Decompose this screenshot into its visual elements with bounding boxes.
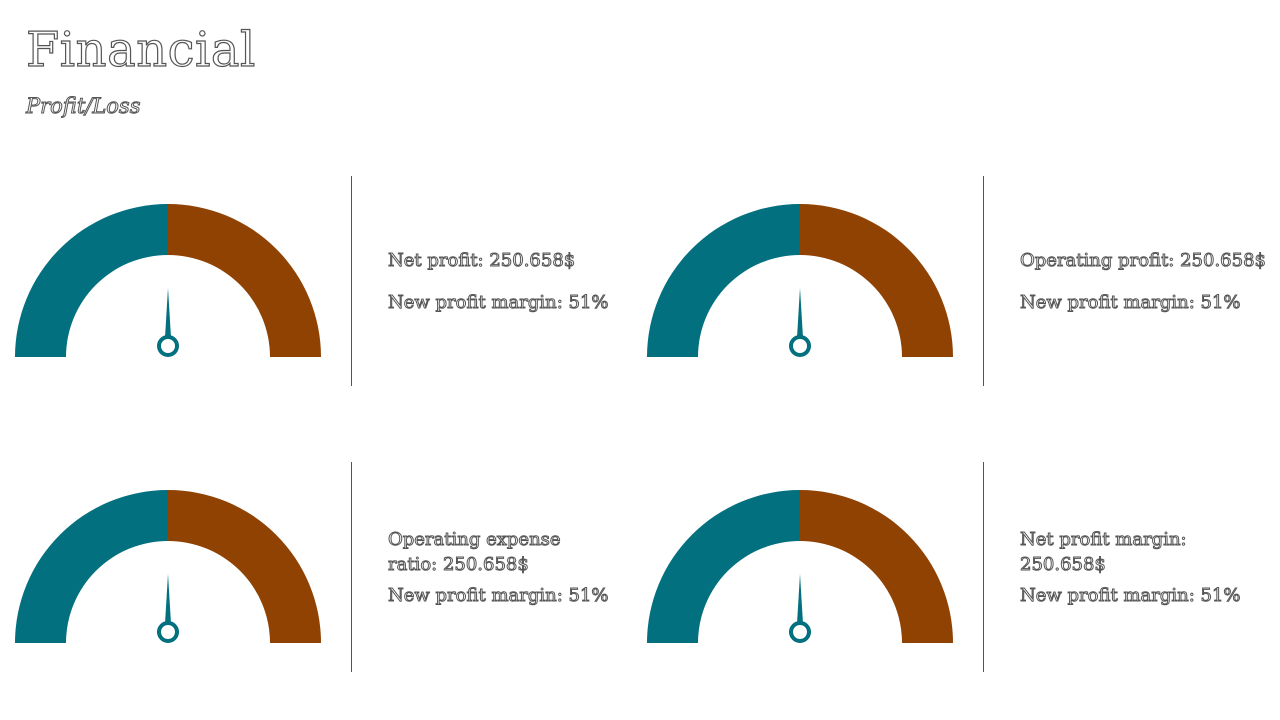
gauge-card-net-profit: Net profit: 250.658$ New profit margin: … [14,176,644,388]
gauge-needle [164,574,172,632]
gauge-segment-teal [15,204,168,357]
gauge-card-net-profit-margin: Net profit margin: 250.658$ New profit m… [646,462,1276,674]
gauge-chart [647,204,953,357]
gauge-needle [796,574,804,632]
divider [351,462,352,672]
margin-label: New profit margin: 51% [388,585,610,607]
metric-label: Operating expense ratio: 250.658$ [388,529,562,576]
gauge-segment-teal [15,490,168,643]
divider [983,462,984,672]
gauge-segment-brown [800,204,953,357]
margin-label: New profit margin: 51% [388,292,610,314]
gauge-segment-teal [647,490,800,643]
metric-label: Net profit margin: 250.658$ [1020,529,1188,576]
card-text: Net profit margin: 250.658$ New profit m… [1020,527,1242,608]
metric-label: Operating profit: 250.658$ [1020,250,1267,272]
card-text: Net profit: 250.658$ New profit margin: … [388,248,638,315]
gauge-needle-hub [789,621,811,643]
gauge-needle [796,288,804,346]
gauge-segment-teal [647,204,800,357]
card-text: Operating profit: 250.658$ New profit ma… [1020,248,1270,315]
metric-label: Net profit: 250.658$ [388,250,576,272]
gauge-needle-hub [789,335,811,357]
gauge-needle-hub [157,621,179,643]
margin-label: New profit margin: 51% [1020,292,1242,314]
gauge-segment-brown [800,490,953,643]
gauge-chart [15,490,321,643]
page-subtitle: Profit/Loss [25,94,141,119]
gauge-segment-brown [168,204,321,357]
gauge-chart [15,204,321,357]
margin-label: New profit margin: 51% [1020,585,1242,607]
card-text: Operating expense ratio: 250.658$ New pr… [388,527,610,608]
gauge-needle [164,288,172,346]
page-title: Financial [25,21,256,78]
gauge-card-operating-expense-ratio: Operating expense ratio: 250.658$ New pr… [14,462,644,674]
gauge-chart [647,490,953,643]
gauge-card-operating-profit: Operating profit: 250.658$ New profit ma… [646,176,1276,388]
gauge-segment-brown [168,490,321,643]
gauge-needle-hub [157,335,179,357]
divider [983,176,984,386]
divider [351,176,352,386]
